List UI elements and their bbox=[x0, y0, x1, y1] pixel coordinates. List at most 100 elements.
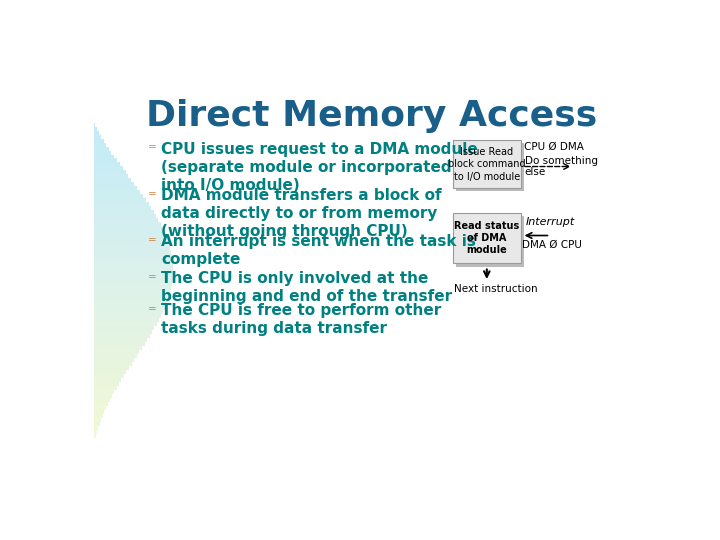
Bar bbox=[94, 179, 132, 183]
Text: Do something
else: Do something else bbox=[525, 156, 598, 177]
Bar bbox=[94, 262, 173, 266]
Bar bbox=[94, 254, 172, 258]
Bar bbox=[94, 414, 103, 418]
Bar bbox=[94, 350, 140, 354]
Bar bbox=[94, 206, 151, 211]
Bar bbox=[94, 330, 152, 334]
Text: Issue Read
block command
to I/O module: Issue Read block command to I/O module bbox=[448, 147, 526, 181]
Bar bbox=[456, 215, 524, 267]
Bar bbox=[453, 140, 521, 188]
Bar bbox=[94, 322, 156, 326]
Bar bbox=[94, 302, 166, 306]
Bar bbox=[94, 282, 172, 286]
Text: =: = bbox=[148, 189, 156, 199]
Bar bbox=[94, 198, 146, 202]
Bar bbox=[94, 342, 145, 346]
Bar bbox=[94, 318, 158, 322]
Bar bbox=[94, 231, 165, 234]
Bar bbox=[94, 422, 99, 426]
Bar bbox=[94, 374, 124, 378]
Bar bbox=[94, 242, 169, 246]
Bar bbox=[94, 126, 97, 131]
Text: DMA Ø CPU: DMA Ø CPU bbox=[522, 239, 582, 249]
Bar bbox=[94, 214, 156, 218]
Bar bbox=[94, 386, 117, 390]
Bar bbox=[94, 430, 96, 434]
Bar bbox=[94, 434, 96, 438]
Bar bbox=[94, 134, 102, 139]
Bar bbox=[94, 183, 135, 186]
Bar bbox=[94, 362, 132, 366]
Bar bbox=[94, 426, 98, 430]
Bar bbox=[94, 274, 173, 278]
Bar bbox=[94, 346, 142, 350]
Bar bbox=[94, 390, 114, 394]
Bar bbox=[94, 163, 120, 166]
Bar bbox=[94, 266, 174, 271]
Text: CPU issues request to a DMA module
(separate module or incorporated
into I/O mod: CPU issues request to a DMA module (sepa… bbox=[161, 142, 478, 193]
Bar bbox=[94, 123, 95, 126]
Bar bbox=[94, 159, 117, 163]
Bar bbox=[94, 402, 108, 406]
Bar bbox=[94, 226, 163, 231]
Text: The CPU is only involved at the
beginning and end of the transfer: The CPU is only involved at the beginnin… bbox=[161, 271, 452, 304]
Bar bbox=[94, 378, 122, 382]
Text: An interrupt is sent when the task is
complete: An interrupt is sent when the task is co… bbox=[161, 234, 476, 267]
Bar bbox=[94, 222, 161, 226]
Bar bbox=[94, 202, 148, 206]
Bar bbox=[94, 410, 104, 414]
Bar bbox=[94, 258, 173, 262]
Bar bbox=[94, 143, 106, 146]
Bar bbox=[94, 370, 127, 374]
Bar bbox=[94, 151, 112, 154]
Bar bbox=[94, 294, 169, 298]
Text: Read status
of DMA
module: Read status of DMA module bbox=[454, 221, 519, 255]
Bar bbox=[94, 358, 134, 362]
Bar bbox=[94, 326, 154, 330]
Bar bbox=[94, 366, 129, 370]
Bar bbox=[94, 211, 154, 214]
Bar bbox=[94, 139, 104, 143]
Bar bbox=[94, 171, 125, 174]
Bar bbox=[94, 310, 163, 314]
Bar bbox=[94, 186, 138, 191]
Bar bbox=[94, 418, 101, 422]
Bar bbox=[94, 154, 114, 159]
Bar bbox=[94, 238, 168, 242]
Text: The CPU is free to perform other
tasks during data transfer: The CPU is free to perform other tasks d… bbox=[161, 303, 441, 336]
Bar bbox=[94, 246, 171, 251]
Bar bbox=[94, 271, 174, 274]
Text: Interrupt: Interrupt bbox=[526, 217, 575, 227]
Bar bbox=[94, 234, 166, 238]
Bar bbox=[94, 394, 112, 398]
Bar bbox=[94, 298, 168, 302]
Bar bbox=[94, 354, 137, 358]
Bar bbox=[94, 278, 173, 282]
Bar bbox=[94, 291, 170, 294]
Text: =: = bbox=[148, 304, 156, 314]
Bar bbox=[456, 143, 524, 191]
Bar bbox=[94, 314, 161, 318]
Bar bbox=[94, 131, 99, 134]
Bar bbox=[94, 251, 171, 254]
Text: =: = bbox=[148, 272, 156, 282]
Bar bbox=[94, 406, 107, 410]
Text: DMA module transfers a block of
data directly to or from memory
(without going t: DMA module transfers a block of data dir… bbox=[161, 188, 442, 239]
Bar bbox=[94, 166, 122, 171]
Text: Direct Memory Access: Direct Memory Access bbox=[145, 99, 597, 133]
Bar bbox=[94, 218, 158, 222]
Bar bbox=[94, 306, 165, 310]
Text: CPU Ø DMA: CPU Ø DMA bbox=[524, 142, 584, 152]
Bar bbox=[94, 338, 147, 342]
Bar bbox=[453, 213, 521, 264]
Bar bbox=[94, 174, 128, 179]
Bar bbox=[94, 398, 110, 402]
Bar bbox=[94, 191, 140, 194]
Text: =: = bbox=[148, 143, 156, 153]
Bar bbox=[94, 286, 171, 291]
Bar bbox=[94, 194, 143, 198]
Text: =: = bbox=[148, 235, 156, 245]
Text: Next instruction: Next instruction bbox=[454, 284, 538, 294]
Bar bbox=[94, 334, 150, 338]
Bar bbox=[94, 146, 109, 151]
